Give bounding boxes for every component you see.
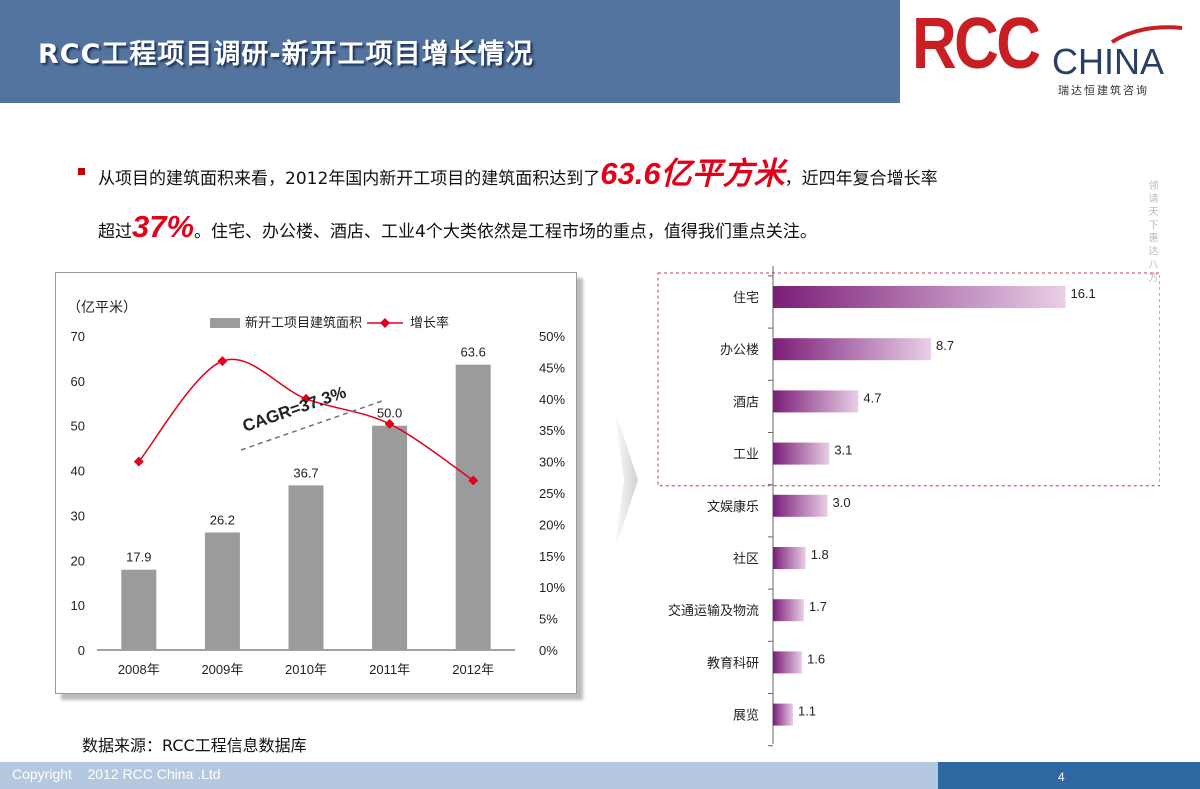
- bar-value-label: 4.7: [863, 390, 881, 405]
- category-bar: [773, 442, 830, 465]
- cagr-trend-line: [240, 399, 386, 451]
- category-label: 文娱康乐: [707, 499, 759, 514]
- y2-tick-label: 45%: [539, 360, 565, 375]
- bar-value-label: 1.8: [811, 547, 829, 562]
- y-tick-label: 0: [78, 643, 85, 658]
- category-bar: [773, 286, 1066, 308]
- summary-text-d: 。住宅、办公楼、酒店、工业4个大类依然是工程市场的重点，值得我们重点关注。: [194, 222, 817, 242]
- bar-value-label: 50.0: [377, 406, 402, 421]
- summary-text-c: 超过: [98, 222, 132, 242]
- y2-tick-label: 50%: [539, 329, 565, 344]
- summary-text: 从项目的建筑面积来看，2012年国内新开工项目的建筑面积达到了63.6亿平方米，…: [78, 150, 1138, 256]
- summary-text-a: 从项目的建筑面积来看，2012年国内新开工项目的建筑面积达到了: [98, 169, 601, 189]
- bar-value-label: 36.7: [293, 465, 318, 480]
- category-bar: [773, 651, 803, 674]
- category-label: 交通运输及物流: [668, 603, 759, 618]
- category-label: 社区: [733, 551, 759, 566]
- logo-subtitle: 瑞达恒建筑咨询: [1058, 84, 1149, 97]
- y-tick-label: 60: [71, 374, 85, 389]
- copyright-text: Copyright 2012 RCC China .Ltd: [12, 766, 221, 782]
- category-bar: [773, 494, 828, 517]
- page-title: RCC工程项目调研-新开工项目增长情况: [38, 39, 534, 70]
- x-tick-label: 2009年: [201, 662, 243, 677]
- y2-tick-label: 15%: [539, 549, 565, 564]
- bar-value-label: 26.2: [210, 512, 235, 527]
- highlight-rate: 37%: [132, 209, 195, 244]
- side-decoration-text: 领 请 天 下 惠 达 八 方: [1146, 180, 1157, 283]
- footer-page-box: [938, 762, 1200, 789]
- x-tick-label: 2011年: [369, 662, 410, 677]
- category-bar: [773, 390, 859, 413]
- summary-text-b: ，近四年复合增长率: [784, 169, 938, 189]
- y-axis-unit: （亿平米）: [67, 299, 137, 315]
- category-label: 工业: [733, 447, 759, 462]
- bar-value-label: 8.7: [936, 338, 954, 353]
- summary-line-1: 从项目的建筑面积来看，2012年国内新开工项目的建筑面积达到了63.6亿平方米，…: [78, 150, 1138, 203]
- x-tick-label: 2010年: [285, 662, 327, 677]
- y2-tick-label: 40%: [539, 392, 565, 407]
- category-bar: [773, 599, 804, 622]
- y-tick-label: 70: [71, 329, 85, 344]
- growth-rate-point: [384, 418, 395, 429]
- x-tick-label: 2012年: [452, 662, 494, 677]
- category-bar: [773, 703, 793, 726]
- bar-value-label: 1.1: [798, 704, 816, 719]
- category-label: 展览: [733, 708, 759, 723]
- growth-rate-line: [138, 358, 474, 482]
- cagr-annotation: CAGR=37.3%: [240, 383, 348, 436]
- growth-rate-point: [301, 393, 311, 404]
- bar: [204, 532, 240, 650]
- logo-area: [900, 0, 1200, 103]
- y-tick-label: 50: [71, 419, 85, 434]
- highlight-area: 63.6亿平方米: [600, 156, 785, 191]
- category-distribution-chart: 住宅 16.1 办公楼 8.7 酒店 4.7 工业 3.1 文娱康乐 3.0 社区 1.8 交通运输及物…: [657, 266, 1160, 747]
- legend-swatch-bar: [210, 318, 240, 328]
- bar-value-label: 1.6: [807, 651, 825, 666]
- chevron-right-icon: [614, 407, 638, 553]
- bar-value-label: 16.1: [1070, 286, 1095, 301]
- bar: [121, 569, 157, 650]
- y2-tick-label: 5%: [539, 612, 558, 627]
- bar-value-label: 17.9: [126, 550, 151, 565]
- bar: [288, 485, 324, 650]
- y-tick-label: 10: [71, 598, 85, 613]
- y-tick-label: 20: [71, 553, 85, 568]
- data-source: 数据来源：RCC工程信息数据库: [82, 736, 307, 755]
- y-tick-label: 30: [71, 508, 85, 523]
- logo-suffix: CHINA: [1052, 41, 1165, 82]
- footer-bar: [0, 762, 938, 789]
- bar: [372, 425, 408, 650]
- growth-rate-point: [217, 356, 228, 367]
- category-bar: [773, 338, 932, 361]
- y2-tick-label: 20%: [539, 517, 565, 532]
- y2-tick-label: 25%: [539, 486, 565, 501]
- y-tick-label: 40: [71, 464, 85, 479]
- legend-label-bar: 新开工项目建筑面积: [245, 315, 362, 330]
- bar-value-label: 3.0: [833, 495, 851, 510]
- x-tick-label: 2008年: [118, 662, 160, 677]
- logo-brand: RCC: [912, 4, 1041, 84]
- summary-line-2: 超过37%。住宅、办公楼、酒店、工业4个大类依然是工程市场的重点，值得我们重点关…: [78, 203, 1138, 256]
- y2-tick-label: 0%: [539, 643, 558, 658]
- legend-swatch-marker: [380, 318, 390, 328]
- header-banner: [0, 0, 900, 103]
- bar-value-label: 3.1: [834, 443, 852, 458]
- legend-label-line: 增长率: [410, 315, 449, 330]
- category-label: 住宅: [733, 290, 759, 305]
- logo-swoosh-icon: [1110, 25, 1183, 44]
- page-number: 4: [1058, 770, 1065, 784]
- bar: [455, 364, 491, 650]
- area-growth-chart: （亿平米） 0 10 20 30 40 50 60 70 0% 5% 10% 15% 20% 25% 30% 3…: [67, 299, 565, 677]
- growth-rate-point: [133, 456, 144, 467]
- category-label: 办公楼: [720, 342, 759, 357]
- bullet-icon: [78, 168, 85, 175]
- category-bar: [773, 547, 806, 569]
- y2-tick-label: 30%: [539, 455, 565, 470]
- category-label: 教育科研: [707, 655, 759, 670]
- category-label: 酒店: [733, 394, 759, 409]
- bar-value-label: 1.7: [809, 599, 827, 614]
- bar-value-label: 63.6: [461, 345, 486, 360]
- y2-tick-label: 10%: [539, 580, 565, 595]
- y2-tick-label: 35%: [539, 423, 565, 438]
